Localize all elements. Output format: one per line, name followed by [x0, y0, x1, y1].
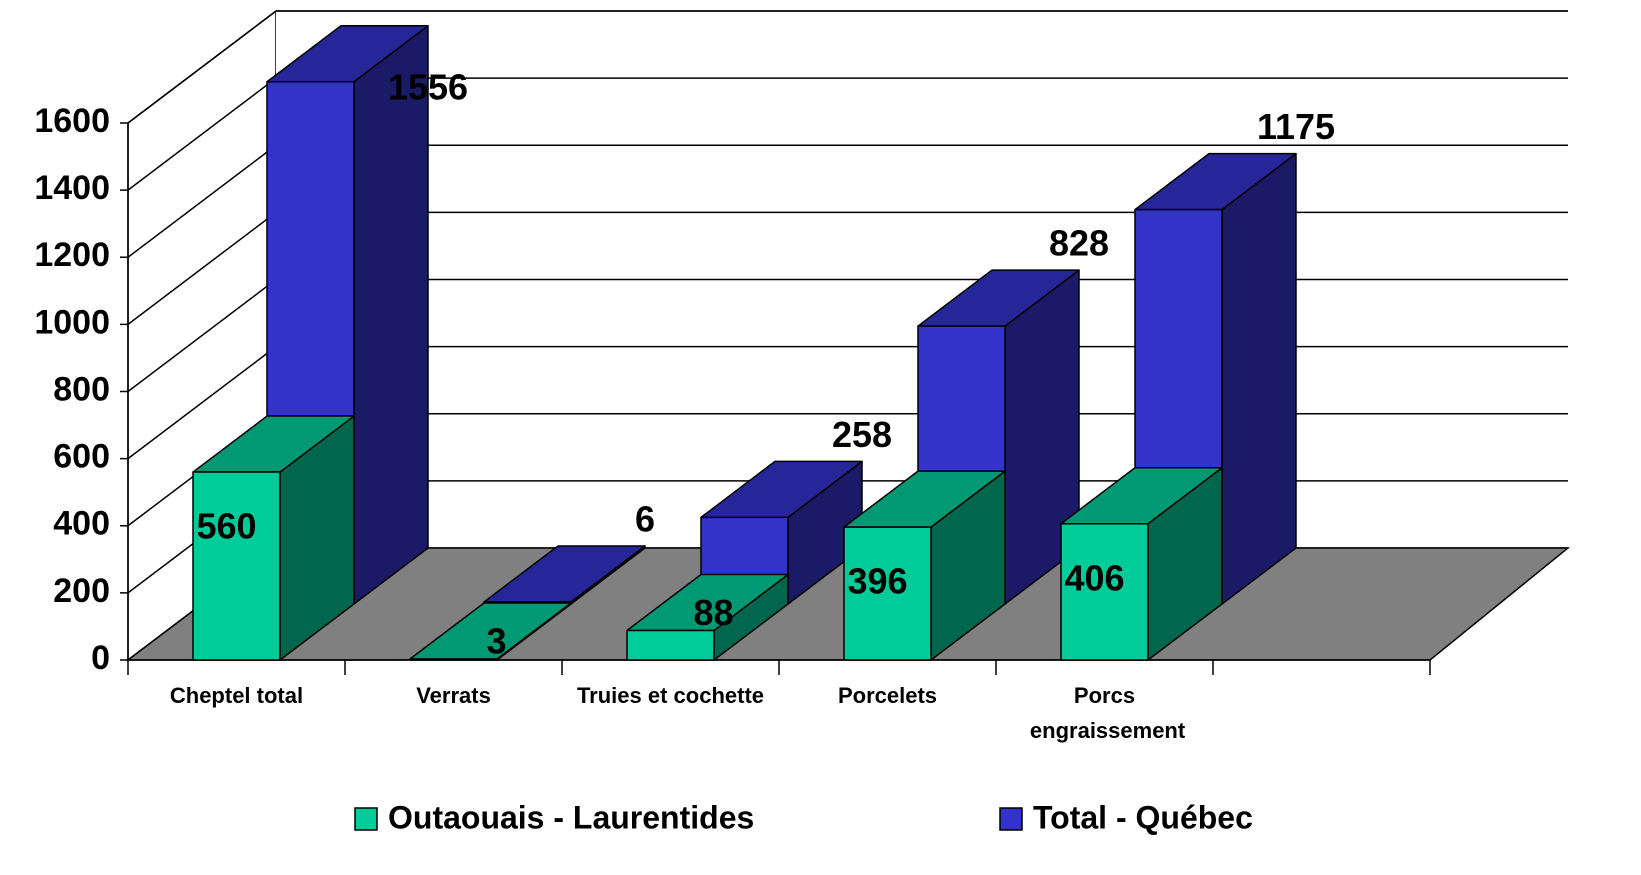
x-tick-label: Truies et cochette: [577, 683, 764, 708]
data-label: 3: [486, 621, 506, 662]
grid-line: [127, 211, 277, 325]
grid-line: [127, 10, 277, 124]
grid-line: [127, 144, 277, 258]
data-label: 6: [635, 499, 655, 540]
y-tick-label: 1400: [34, 169, 110, 207]
legend-label: Total - Québec: [1033, 799, 1253, 835]
x-tick-label: Porcs engraissement: [1024, 683, 1186, 743]
bar-front: [1060, 522, 1149, 661]
y-tick-label: 600: [53, 438, 110, 476]
data-label: 1556: [388, 67, 468, 108]
bar: [626, 573, 789, 661]
x-tick-label: Porcelets: [838, 683, 937, 708]
bar-front: [192, 471, 281, 661]
bar-front: [843, 526, 932, 661]
grid-line: [127, 346, 277, 460]
y-tick-label: 800: [53, 370, 110, 408]
bar: [1060, 466, 1223, 661]
data-label: 396: [847, 561, 907, 602]
x-tick-label: Cheptel total: [170, 683, 303, 708]
data-label: 88: [693, 592, 733, 633]
bar-front: [409, 658, 498, 661]
y-tick-label: 400: [53, 505, 110, 543]
y-tick-label: 0: [91, 639, 110, 677]
bar-side: [1221, 152, 1297, 605]
x-tick-label: Verrats: [416, 683, 491, 708]
y-tick-label: 1200: [34, 236, 110, 274]
data-label: 560: [196, 506, 256, 547]
legend-swatch: [354, 807, 378, 831]
data-label: 828: [1049, 223, 1109, 264]
bar-side: [353, 25, 429, 605]
y-tick-label: 1000: [34, 303, 110, 341]
grid-line: [127, 278, 277, 393]
data-label: 258: [832, 414, 892, 455]
legend-label: Outaouais - Laurentides: [388, 799, 754, 835]
data-label: 1175: [1257, 106, 1335, 147]
grid-line: [127, 77, 277, 191]
y-tick-label: 1600: [34, 102, 110, 140]
legend-swatch: [999, 807, 1023, 831]
bar: [843, 470, 1006, 661]
bar: [409, 602, 572, 661]
bar-front: [626, 629, 715, 661]
data-label: 406: [1064, 557, 1124, 598]
y-tick-label: 200: [53, 572, 110, 610]
bar: [192, 415, 355, 661]
